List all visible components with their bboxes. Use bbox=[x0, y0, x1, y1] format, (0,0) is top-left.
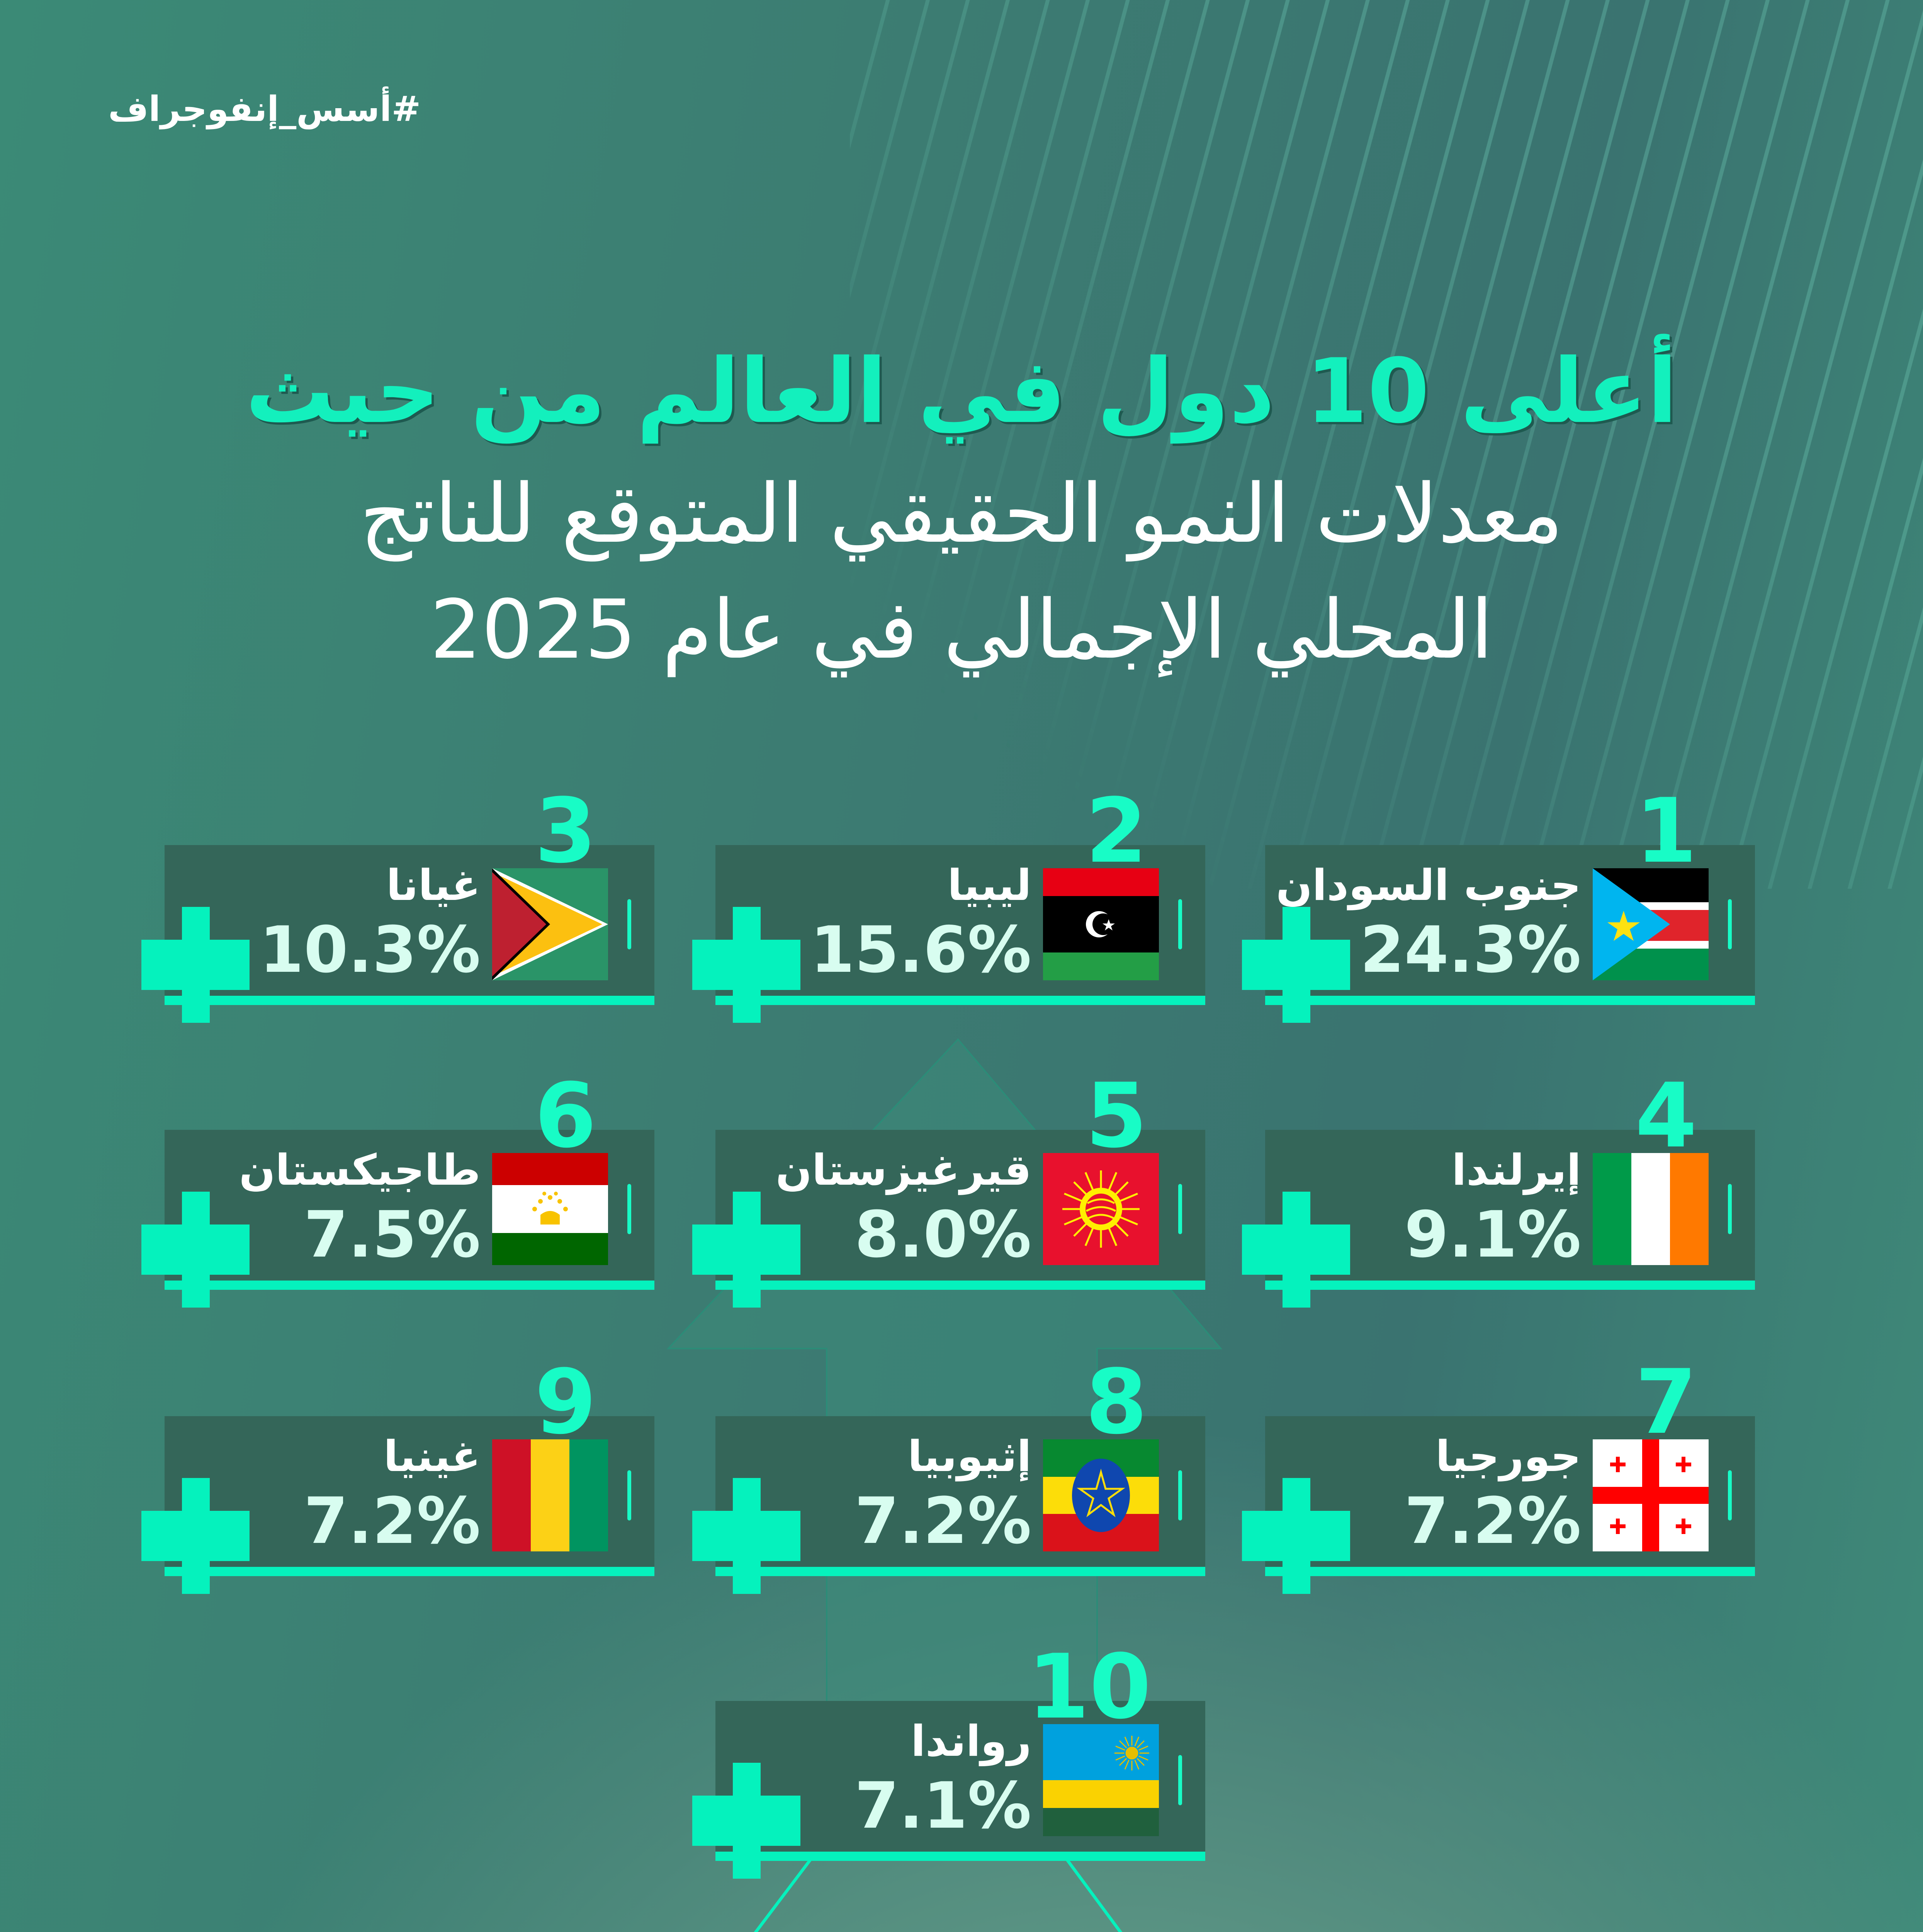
rwanda-flag-icon bbox=[1043, 1724, 1159, 1836]
country-name: رواندا bbox=[911, 1716, 1031, 1766]
country-name: غيانا bbox=[386, 861, 481, 910]
plus-icon-bar bbox=[1242, 1225, 1350, 1275]
country-card-4: 4 إيرلندا 9.1% bbox=[1242, 1072, 1755, 1308]
guinea-flag-icon bbox=[492, 1439, 608, 1551]
rank-number: 6 bbox=[534, 1065, 596, 1168]
country-name: إثيوبيا bbox=[907, 1432, 1031, 1481]
plus-icon-bar bbox=[141, 1511, 250, 1561]
title-subtitle: معدلات النمو الحقيقي المتوقع للناتج المح… bbox=[0, 456, 1923, 688]
growth-value: 7.1% bbox=[854, 1769, 1031, 1843]
rank-number: 5 bbox=[1085, 1065, 1147, 1168]
ireland-flag-icon bbox=[1593, 1153, 1709, 1265]
kyrgyzstan-flag-icon bbox=[1043, 1153, 1159, 1265]
rank-number: 2 bbox=[1085, 780, 1147, 883]
diagonal-stripes-decoration bbox=[850, 0, 1923, 889]
country-name: جورجيا bbox=[1435, 1432, 1581, 1481]
card-side-tick bbox=[1178, 899, 1182, 949]
country-card-2: 2 ليبيا 15.6% bbox=[692, 787, 1205, 1023]
plus-icon-bar bbox=[141, 940, 250, 990]
country-card-9: 9 غينيا 7.2% bbox=[141, 1358, 654, 1594]
growth-value: 7.2% bbox=[1404, 1484, 1581, 1558]
title-line-3: المحلي الإجمالي في عام 2025 bbox=[430, 582, 1493, 677]
growth-value: 15.6% bbox=[810, 913, 1031, 987]
card-side-tick bbox=[1728, 1470, 1732, 1520]
ethiopia-flag-icon bbox=[1043, 1439, 1159, 1551]
rank-number: 4 bbox=[1635, 1065, 1697, 1168]
growth-value: 9.1% bbox=[1404, 1197, 1581, 1272]
plus-icon-bar bbox=[692, 1225, 800, 1275]
growth-value: 8.0% bbox=[854, 1197, 1031, 1272]
rank-number: 9 bbox=[534, 1351, 596, 1454]
card-side-tick bbox=[1178, 1755, 1182, 1805]
south-sudan-flag-icon bbox=[1593, 868, 1709, 980]
country-card-10: 10 رواندا 7.1% bbox=[692, 1643, 1205, 1879]
rank-number: 10 bbox=[1027, 1636, 1151, 1739]
plus-icon-bar bbox=[692, 1796, 800, 1846]
hashtag: #أسس_إنفوجراف bbox=[108, 89, 421, 129]
plus-icon-bar bbox=[141, 1225, 250, 1275]
libya-flag-icon bbox=[1043, 868, 1159, 980]
rank-number: 3 bbox=[534, 780, 596, 883]
tajikistan-flag-icon bbox=[492, 1153, 608, 1265]
country-card-1: 1 جنوب السودان 24.3% bbox=[1242, 787, 1755, 1023]
growth-value: 7.2% bbox=[854, 1484, 1031, 1558]
rank-number: 8 bbox=[1085, 1351, 1147, 1454]
country-name: جنوب السودان bbox=[1276, 861, 1581, 910]
rank-number: 7 bbox=[1635, 1351, 1697, 1454]
card-side-tick bbox=[627, 1470, 631, 1520]
growth-value: 7.5% bbox=[304, 1197, 481, 1272]
country-card-6: 6 طاجيكستان 7.5% bbox=[141, 1072, 654, 1308]
guyana-flag-icon bbox=[492, 868, 608, 980]
plus-icon-bar bbox=[1242, 1511, 1350, 1561]
plus-icon-bar bbox=[1242, 940, 1350, 990]
card-side-tick bbox=[1728, 1184, 1732, 1234]
growth-value: 10.3% bbox=[259, 913, 481, 987]
country-name: غينيا bbox=[383, 1432, 481, 1481]
card-side-tick bbox=[627, 1184, 631, 1234]
card-side-tick bbox=[1728, 899, 1732, 949]
title-highlight: أعلى 10 دول في العالم من حيث bbox=[245, 340, 1678, 443]
plus-icon-bar bbox=[692, 940, 800, 990]
country-name: قيرغيزستان bbox=[775, 1145, 1031, 1195]
country-card-3: 3 غيانا 10.3% bbox=[141, 787, 654, 1023]
title-line-2: معدلات النمو الحقيقي المتوقع للناتج bbox=[360, 466, 1563, 561]
card-side-tick bbox=[1178, 1470, 1182, 1520]
growth-value: 24.3% bbox=[1360, 913, 1581, 987]
growth-value: 7.2% bbox=[304, 1484, 481, 1558]
card-side-tick bbox=[1178, 1184, 1182, 1234]
plus-icon-bar bbox=[692, 1511, 800, 1561]
country-card-7: 7 جورجيا 7.2% bbox=[1242, 1358, 1755, 1594]
country-card-5: 5 قيرغيزستان 8.0% bbox=[692, 1072, 1205, 1308]
country-card-8: 8 إثيوبيا 7.2% bbox=[692, 1358, 1205, 1594]
rank-number: 1 bbox=[1635, 780, 1697, 883]
country-name: ليبيا bbox=[947, 861, 1031, 910]
country-name: إيرلندا bbox=[1452, 1145, 1581, 1195]
georgia-flag-icon bbox=[1593, 1439, 1709, 1551]
card-side-tick bbox=[627, 899, 631, 949]
country-name: طاجيكستان bbox=[239, 1145, 481, 1195]
